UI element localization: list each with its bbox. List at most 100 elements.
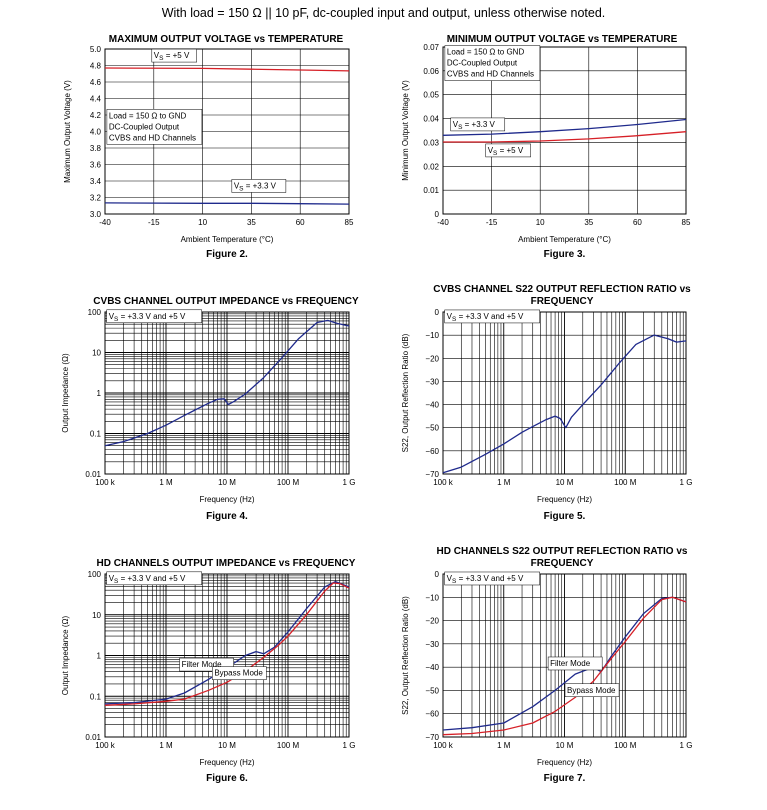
y-tick-label: −30 xyxy=(425,640,439,649)
x-tick-label: 1 G xyxy=(680,478,693,487)
y-axis-label: Minimum Output Voltage (V) xyxy=(401,80,410,181)
annotation-text: Load = 150 Ω to GND xyxy=(447,48,525,57)
annotation-text: Bypass Mode xyxy=(567,686,616,695)
x-tick-label: -15 xyxy=(148,218,160,227)
y-tick-label: 0.01 xyxy=(85,733,101,742)
y-tick-label: 4.2 xyxy=(90,111,102,120)
chart-title: HD CHANNELS OUTPUT IMPEDANCE vs FREQUENC… xyxy=(97,558,356,569)
chart-title: FREQUENCY xyxy=(531,296,594,307)
y-tick-label: 100 xyxy=(88,308,102,317)
y-tick-label: 10 xyxy=(92,611,101,620)
figure-caption: Figure 4. xyxy=(206,511,248,522)
annotation: Load = 150 Ω to GND DC-Coupled Output CVBS… xyxy=(445,46,540,81)
y-tick-label: 0 xyxy=(435,570,440,579)
y-tick-label: 3.8 xyxy=(90,144,102,153)
y-tick-label: 0.03 xyxy=(423,138,439,147)
x-axis-label: Ambient Temperature (°C) xyxy=(518,235,611,244)
chart-3: -40 -15 10 35 60 85 0 0.01 0.02 0.03 0.04 0.05 0.06 0… xyxy=(401,34,691,260)
chart-title: MAXIMUM OUTPUT VOLTAGE vs TEMPERATURE xyxy=(109,34,344,45)
x-tick-label: 1 G xyxy=(343,478,356,487)
figure-caption: Figure 2. xyxy=(206,249,248,260)
figure-caption: Figure 6. xyxy=(206,773,248,784)
y-tick-label: 4.0 xyxy=(90,128,102,137)
y-tick-label: 0.04 xyxy=(423,115,439,124)
y-axis-label: Maximum Output Voltage (V) xyxy=(63,80,72,183)
annotation: VS = +5 V xyxy=(152,49,197,62)
y-tick-label: −50 xyxy=(425,686,439,695)
annotation: VS = +3.3 V and +5 V xyxy=(445,310,540,323)
x-tick-label: 10 xyxy=(536,218,545,227)
x-tick-label: 1 M xyxy=(159,478,173,487)
y-tick-label: −60 xyxy=(425,710,439,719)
x-axis-label: Frequency (Hz) xyxy=(537,495,592,504)
chart-title: CVBS CHANNEL S22 OUTPUT REFLECTION RATIO… xyxy=(433,284,691,295)
y-axis-label: Output Impedance (Ω) xyxy=(61,615,70,695)
annotation: Load = 150 Ω to GND DC-Coupled Output CVBS… xyxy=(107,109,202,144)
x-axis-label: Frequency (Hz) xyxy=(537,758,592,767)
y-tick-label: −70 xyxy=(425,470,439,479)
x-tick-label: 100 k xyxy=(95,741,116,750)
x-tick-label: 100 k xyxy=(433,741,454,750)
annotation: VS = +3.3 V xyxy=(451,118,505,131)
chart-title: MINIMUM OUTPUT VOLTAGE vs TEMPERATURE xyxy=(447,34,678,45)
y-tick-label: 0.01 xyxy=(423,186,439,195)
figure-caption: Figure 5. xyxy=(544,511,586,522)
y-axis-label: Output Impedance (Ω) xyxy=(61,353,70,433)
x-tick-label: 100 k xyxy=(95,478,116,487)
annotation: Filter Mode xyxy=(548,657,602,670)
x-tick-label: 10 M xyxy=(556,741,574,750)
annotation: Bypass Mode xyxy=(212,667,266,680)
series-line-1 xyxy=(105,68,349,71)
annotation-text: Load = 150 Ω to GND xyxy=(109,111,187,120)
annotation: VS = +3.3 V and +5 V xyxy=(107,310,202,323)
y-tick-label: 0.06 xyxy=(423,67,439,76)
x-tick-label: 60 xyxy=(296,218,305,227)
y-tick-label: −30 xyxy=(425,377,439,386)
y-tick-label: −40 xyxy=(425,663,439,672)
x-tick-label: 35 xyxy=(584,218,593,227)
x-tick-label: 1 M xyxy=(497,741,511,750)
x-tick-label: 10 M xyxy=(218,741,236,750)
x-tick-label: -40 xyxy=(99,218,111,227)
y-tick-label: 0.02 xyxy=(423,162,439,171)
y-tick-label: 0 xyxy=(435,210,440,219)
series-line-2 xyxy=(443,132,686,142)
x-tick-label: -40 xyxy=(437,218,449,227)
y-tick-label: −20 xyxy=(425,354,439,363)
y-tick-label: −70 xyxy=(425,733,439,742)
chart-title: FREQUENCY xyxy=(531,558,594,569)
y-tick-label: 0.01 xyxy=(85,470,101,479)
figure-caption: Figure 7. xyxy=(544,773,586,784)
y-tick-label: 100 xyxy=(88,570,102,579)
annotation-text: CVBS and HD Channels xyxy=(109,133,196,142)
y-tick-label: 0.1 xyxy=(90,430,102,439)
figure-caption: Figure 3. xyxy=(544,249,586,260)
grid xyxy=(105,574,349,737)
x-tick-label: 100 M xyxy=(614,478,637,487)
y-tick-label: 1 xyxy=(97,652,102,661)
y-axis-label: S22, Output Reflection Ratio (dB) xyxy=(401,596,410,715)
y-tick-label: −60 xyxy=(425,447,439,456)
grid xyxy=(443,574,686,737)
y-tick-label: −10 xyxy=(425,331,439,340)
annotation-text: DC-Coupled Output xyxy=(447,59,518,68)
y-tick-label: 0.07 xyxy=(423,43,439,52)
annotation-text: CVBS and HD Channels xyxy=(447,70,534,79)
grid xyxy=(443,312,686,474)
chart-title: CVBS CHANNEL OUTPUT IMPEDANCE vs FREQUEN… xyxy=(93,296,359,307)
chart-7: 100 k 1 M 10 M 100 M 1 G −70 −60 −50 −40 −30 −20 −1… xyxy=(401,546,692,784)
annotation: Bypass Mode xyxy=(565,684,619,697)
x-tick-label: 1 G xyxy=(343,741,356,750)
x-axis-label: Frequency (Hz) xyxy=(199,495,254,504)
y-tick-label: 1 xyxy=(97,389,102,398)
annotation: VS = +3.3 V and +5 V xyxy=(107,572,202,585)
y-axis-label: S22, Output Reflection Ratio (dB) xyxy=(401,333,410,452)
chart-4: 100 k1 M 10 M 100 M1 G0.010.1110100CVBS CH… xyxy=(61,296,359,522)
x-tick-label: -15 xyxy=(486,218,498,227)
x-tick-label: 1 M xyxy=(497,478,511,487)
annotation: VS = +3.3 V and +5 V xyxy=(445,572,540,585)
y-tick-label: 0 xyxy=(435,308,440,317)
chart-title: HD CHANNELS S22 OUTPUT REFLECTION RATIO … xyxy=(437,546,688,557)
y-tick-label: 5.0 xyxy=(90,45,102,54)
